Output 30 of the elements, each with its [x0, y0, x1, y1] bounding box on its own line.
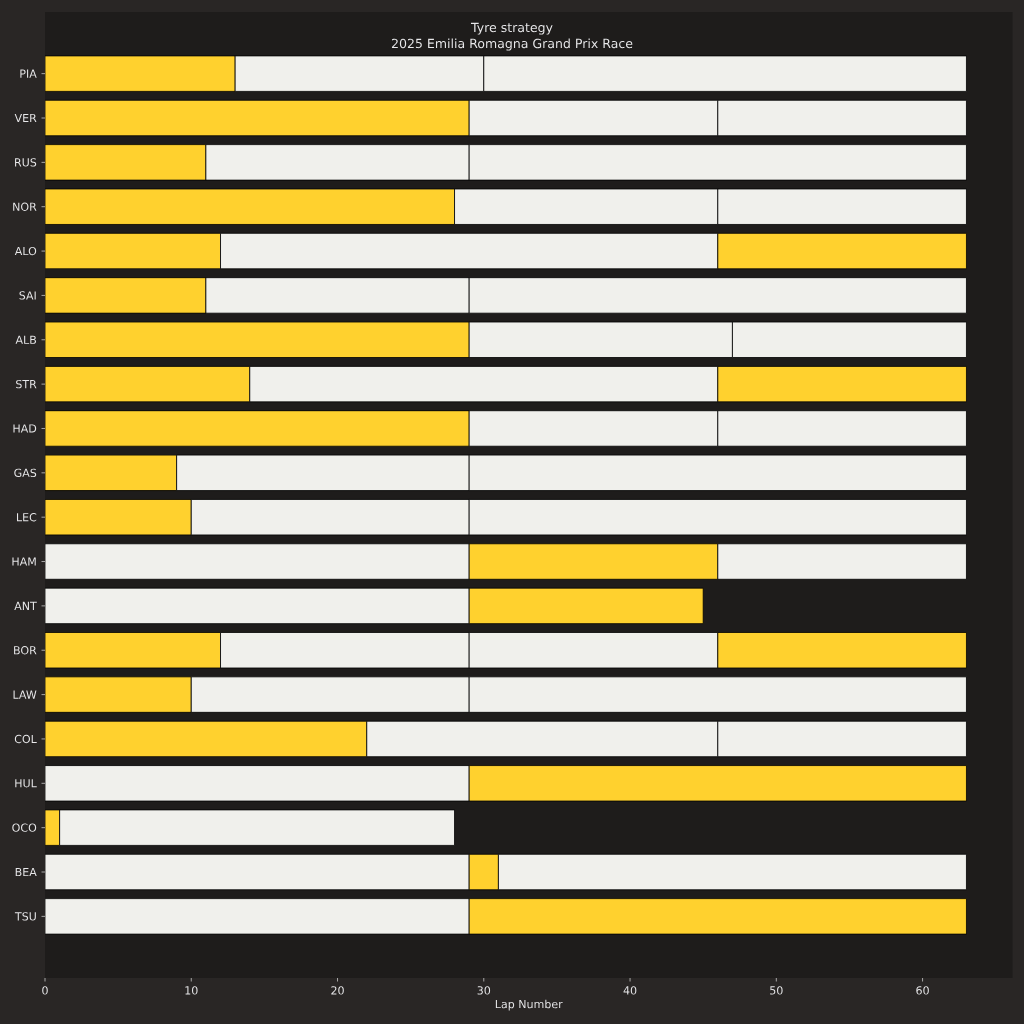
y-tick-label: RUS	[15, 158, 37, 167]
y-tick-label: STR	[16, 379, 37, 389]
y-tick-label: PIA	[20, 69, 37, 78]
x-tick-label: 0	[42, 986, 48, 995]
x-axis-title: Lap Number	[495, 999, 563, 1011]
y-tick-label: HAD	[13, 424, 37, 433]
y-tick-label: ANT	[14, 601, 37, 610]
y-tick-label: BOR	[14, 646, 37, 655]
x-tick-label: 40	[623, 986, 637, 995]
y-tick-label: SAI	[19, 291, 36, 300]
y-tick-label: ALB	[15, 335, 37, 344]
x-tick-label: 50	[770, 986, 783, 995]
y-tick-label: LAW	[13, 690, 37, 699]
y-tick-label: NOR	[13, 202, 37, 211]
y-tick-label: HAM	[12, 557, 36, 566]
x-tick-label: 30	[477, 986, 491, 995]
x-tick-label: 60	[916, 986, 929, 995]
y-tick-label: HUL	[15, 779, 37, 788]
text: 2025 Emilia Romagna Grand Prix Race	[391, 38, 633, 51]
y-tick-label: ALO	[14, 246, 37, 256]
y-tick-label: BEA	[15, 867, 37, 877]
y-tick-label: GAS	[14, 468, 37, 478]
y-tick-label: COL	[14, 734, 37, 744]
y-tick-label: LEC	[17, 513, 37, 522]
text: Tyre strategy	[470, 22, 553, 35]
y-tick-label: VER	[14, 113, 37, 123]
y-tick-label: TSU	[14, 912, 36, 921]
y-tick-label: OCO	[12, 823, 37, 832]
x-tick-label: 10	[185, 986, 198, 995]
x-tick-label: 20	[331, 986, 344, 995]
